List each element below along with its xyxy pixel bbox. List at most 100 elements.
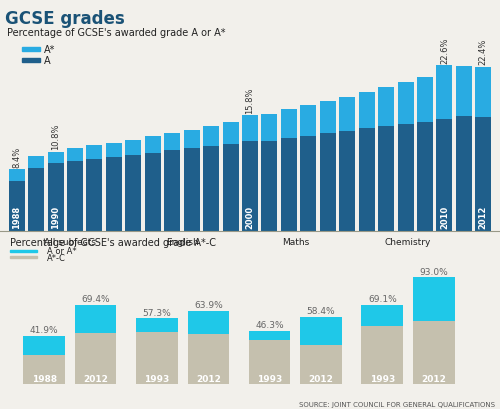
Text: A: A bbox=[44, 56, 51, 65]
Bar bbox=[358, 129, 374, 231]
Bar bbox=[456, 117, 472, 231]
Bar bbox=[106, 144, 122, 158]
Text: 1988: 1988 bbox=[12, 205, 21, 228]
FancyBboxPatch shape bbox=[22, 58, 40, 63]
Text: 2012: 2012 bbox=[308, 374, 334, 383]
Bar bbox=[48, 152, 64, 164]
Bar bbox=[8, 170, 24, 182]
Bar bbox=[203, 127, 219, 146]
Bar bbox=[417, 78, 433, 122]
Text: 1988: 1988 bbox=[32, 374, 57, 383]
Text: Percentage of GCSE's awarded grade A*-C: Percentage of GCSE's awarded grade A*-C bbox=[10, 238, 216, 247]
Bar bbox=[75, 305, 116, 384]
Bar bbox=[164, 151, 180, 231]
Bar bbox=[476, 67, 492, 118]
Bar bbox=[67, 162, 83, 231]
Text: 1990: 1990 bbox=[51, 205, 60, 228]
Bar bbox=[476, 118, 492, 231]
Text: 2012: 2012 bbox=[196, 374, 221, 383]
Bar bbox=[145, 137, 161, 154]
Bar bbox=[24, 336, 65, 355]
Bar bbox=[75, 305, 116, 333]
Text: A*-C: A*-C bbox=[46, 253, 66, 262]
Bar bbox=[300, 317, 342, 345]
Text: 41.9%: 41.9% bbox=[30, 326, 58, 335]
Text: 15.8%: 15.8% bbox=[246, 87, 254, 113]
Text: Chemistry: Chemistry bbox=[385, 238, 431, 247]
Bar bbox=[86, 146, 102, 160]
Text: 93.0%: 93.0% bbox=[420, 267, 448, 276]
Bar bbox=[300, 137, 316, 231]
Bar bbox=[126, 156, 142, 231]
Bar bbox=[456, 67, 472, 117]
Bar bbox=[184, 130, 200, 148]
Bar bbox=[10, 250, 37, 252]
Bar bbox=[203, 146, 219, 231]
Bar bbox=[339, 97, 355, 132]
Bar bbox=[136, 319, 177, 333]
Bar bbox=[320, 134, 336, 231]
Bar bbox=[378, 127, 394, 231]
Bar bbox=[24, 336, 65, 384]
Text: 69.1%: 69.1% bbox=[368, 294, 396, 303]
Bar bbox=[145, 154, 161, 231]
Text: GCSE grades: GCSE grades bbox=[5, 10, 125, 28]
Bar bbox=[249, 331, 290, 340]
Text: A or A*: A or A* bbox=[46, 247, 76, 256]
Bar bbox=[8, 182, 24, 231]
Bar bbox=[281, 139, 297, 231]
Bar bbox=[417, 122, 433, 231]
Bar bbox=[339, 132, 355, 231]
Text: Maths: Maths bbox=[282, 238, 309, 247]
Text: 1993: 1993 bbox=[144, 374, 170, 383]
Text: A*: A* bbox=[44, 45, 56, 54]
Bar bbox=[413, 278, 455, 321]
Text: 2012: 2012 bbox=[479, 205, 488, 228]
Bar bbox=[262, 141, 278, 231]
Bar bbox=[126, 141, 142, 156]
Bar bbox=[281, 110, 297, 139]
Bar bbox=[358, 92, 374, 129]
Text: 22.6%: 22.6% bbox=[440, 37, 449, 64]
Text: 58.4%: 58.4% bbox=[306, 307, 336, 316]
Text: 1993: 1993 bbox=[370, 374, 395, 383]
Text: SOURCE: JOINT COUNCIL FOR GENERAL QUALIFICATIONS: SOURCE: JOINT COUNCIL FOR GENERAL QUALIF… bbox=[299, 401, 495, 407]
Bar bbox=[398, 124, 413, 231]
Text: Percentage of GCSE's awarded grade A or A*: Percentage of GCSE's awarded grade A or … bbox=[7, 28, 226, 38]
Bar bbox=[106, 158, 122, 231]
Text: 10.8%: 10.8% bbox=[51, 124, 60, 150]
Bar bbox=[398, 83, 413, 124]
Bar bbox=[378, 88, 394, 127]
Bar bbox=[48, 164, 64, 231]
Text: 69.4%: 69.4% bbox=[82, 294, 110, 303]
Bar bbox=[222, 123, 238, 144]
Text: 1993: 1993 bbox=[257, 374, 282, 383]
Bar bbox=[86, 160, 102, 231]
Text: 2012: 2012 bbox=[422, 374, 446, 383]
Bar bbox=[188, 311, 229, 334]
Text: 57.3%: 57.3% bbox=[142, 308, 172, 317]
Text: 46.3%: 46.3% bbox=[256, 321, 284, 330]
Text: English: English bbox=[166, 238, 199, 247]
Bar bbox=[188, 311, 229, 384]
Bar bbox=[28, 157, 44, 169]
Bar bbox=[28, 169, 44, 231]
Bar bbox=[67, 148, 83, 162]
Bar bbox=[242, 116, 258, 142]
Bar bbox=[362, 305, 403, 326]
Text: 2012: 2012 bbox=[83, 374, 108, 383]
Bar bbox=[164, 133, 180, 151]
Bar bbox=[436, 66, 452, 120]
Text: 22.4%: 22.4% bbox=[479, 39, 488, 65]
Bar bbox=[300, 106, 316, 137]
Text: 2000: 2000 bbox=[246, 205, 254, 228]
Bar bbox=[300, 317, 342, 384]
Bar bbox=[10, 256, 37, 259]
Bar bbox=[184, 148, 200, 231]
Bar bbox=[242, 142, 258, 231]
Bar bbox=[249, 331, 290, 384]
Bar bbox=[136, 319, 177, 384]
Text: All subjects: All subjects bbox=[44, 238, 96, 247]
Bar bbox=[413, 278, 455, 384]
Bar bbox=[436, 120, 452, 231]
